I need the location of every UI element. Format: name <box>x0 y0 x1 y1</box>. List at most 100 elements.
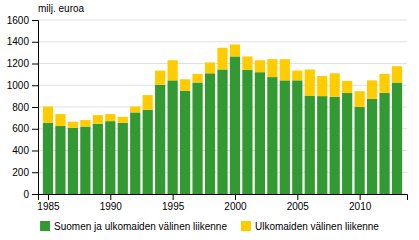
bar <box>317 96 327 194</box>
tick-label: 2000 <box>224 201 247 212</box>
tick-mark <box>235 194 236 200</box>
tick-mark <box>360 194 361 200</box>
legend-item: Ulkomaiden välinen liikenne <box>241 221 379 232</box>
bar <box>80 120 90 127</box>
tick-mark <box>110 194 111 200</box>
bar <box>280 80 290 194</box>
bar <box>280 59 290 80</box>
tick-label: 1985 <box>37 201 60 212</box>
bar <box>168 80 178 194</box>
plot: 1985199019952000200520100200400600800100… <box>7 15 408 212</box>
bar <box>118 123 128 194</box>
bar <box>68 122 78 128</box>
bar <box>292 71 302 81</box>
tick: 200 <box>12 167 38 178</box>
bar <box>392 66 402 82</box>
tick-label: 1995 <box>162 201 185 212</box>
tick: 1000 <box>7 80 38 91</box>
bar <box>367 80 377 98</box>
bar <box>342 81 352 93</box>
tick: 1985 <box>37 194 60 212</box>
bar <box>118 117 128 123</box>
bar <box>379 74 389 93</box>
bar <box>255 72 265 194</box>
tick-mark <box>32 85 38 86</box>
tick-label: 1000 <box>7 80 30 91</box>
bar <box>317 76 327 96</box>
tick: 800 <box>12 102 38 113</box>
bar <box>155 71 165 85</box>
tick: 600 <box>12 123 38 134</box>
bar <box>342 93 352 194</box>
tick-mark <box>32 172 38 173</box>
tick: 1995 <box>162 194 185 212</box>
tick: 1990 <box>100 194 123 212</box>
tick-mark <box>32 107 38 108</box>
bar <box>55 114 65 126</box>
bar <box>80 127 90 194</box>
tick: 2005 <box>287 194 310 212</box>
bar <box>292 80 302 194</box>
tick: 1200 <box>7 58 38 69</box>
bar <box>43 106 53 122</box>
tick: 1600 <box>7 15 38 26</box>
bar <box>242 56 252 70</box>
bar <box>267 59 277 77</box>
bar <box>43 123 53 194</box>
bar <box>180 91 190 194</box>
grid-line <box>38 20 407 21</box>
chart: 1985199019952000200520100200400600800100… <box>0 0 419 240</box>
bar <box>205 73 215 194</box>
y-axis-title: milj. euroa <box>38 3 85 14</box>
tick-label: 1400 <box>7 36 30 47</box>
bar <box>168 60 178 80</box>
bar <box>68 128 78 194</box>
tick-mark <box>173 194 174 200</box>
tick-label: 200 <box>12 167 29 178</box>
bar <box>305 69 315 95</box>
x-axis-line <box>39 195 408 201</box>
bar <box>255 60 265 72</box>
tick: 0 <box>23 189 38 200</box>
bar <box>205 62 215 73</box>
bar <box>143 110 153 194</box>
tick-label: 600 <box>12 123 29 134</box>
tick: 1400 <box>7 36 38 47</box>
bar <box>105 121 115 194</box>
bar <box>55 126 65 194</box>
tick-mark <box>32 42 38 43</box>
bar <box>192 74 202 83</box>
y-axis: 0 200 400 600 800 1000 1200 1400 1600 <box>7 15 39 200</box>
grid <box>38 20 407 194</box>
bar <box>242 70 252 194</box>
bar <box>93 115 103 124</box>
bar <box>192 83 202 194</box>
tick-label: 400 <box>12 145 29 156</box>
bar <box>330 73 340 96</box>
tick-label: 1600 <box>7 15 30 26</box>
tick-mark <box>297 194 298 200</box>
bar <box>230 56 240 194</box>
legend-label: Suomen ja ulkomaiden välinen liikenne <box>54 221 227 232</box>
bar <box>105 114 115 121</box>
bar <box>267 77 277 194</box>
bar <box>379 93 389 194</box>
tick-mark <box>32 129 38 130</box>
bar <box>130 106 140 112</box>
tick-mark <box>32 194 38 195</box>
legend-item: Suomen ja ulkomaiden välinen liikenne <box>40 221 227 232</box>
bar <box>143 95 153 110</box>
x-axis: 198519901995200020052010 <box>37 194 407 212</box>
tick-mark <box>32 64 38 65</box>
bar <box>330 97 340 194</box>
tick-label: 0 <box>23 189 29 200</box>
tick: 400 <box>12 145 38 156</box>
tick-mark <box>32 151 38 152</box>
legend-swatch <box>241 221 251 231</box>
grid-line <box>38 41 407 42</box>
bar <box>392 83 402 194</box>
bar <box>180 79 190 90</box>
bar <box>367 99 377 194</box>
tick: 2000 <box>224 194 247 212</box>
bar <box>355 91 365 107</box>
